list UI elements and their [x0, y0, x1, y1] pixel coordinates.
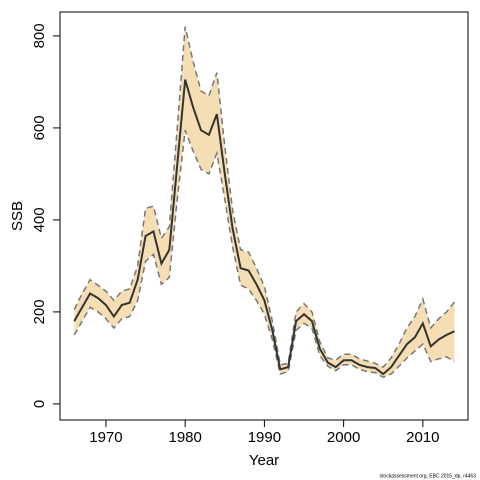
x-axis-label: Year: [249, 452, 279, 469]
y-tick-label: 800: [31, 23, 48, 48]
x-tick-label: 2000: [327, 429, 360, 446]
x-tick-label: 2010: [406, 429, 439, 446]
y-tick-label: 0: [31, 400, 48, 408]
footnote: stockassessment.org, EBC 2015_dp, r4463: [380, 473, 477, 479]
y-tick-label: 200: [31, 299, 48, 324]
upper-bound: [73, 26, 456, 369]
y-tick-label: 400: [31, 207, 48, 232]
y-tick-label: 600: [31, 115, 48, 140]
y-axis-label: SSB: [9, 201, 26, 231]
x-tick-label: 1980: [168, 429, 201, 446]
ssb-line: [73, 79, 455, 376]
x-tick-label: 1970: [89, 429, 122, 446]
x-tick-label: 1990: [248, 429, 281, 446]
lower-bound: [73, 129, 455, 379]
confidence-band: [74, 26, 455, 378]
